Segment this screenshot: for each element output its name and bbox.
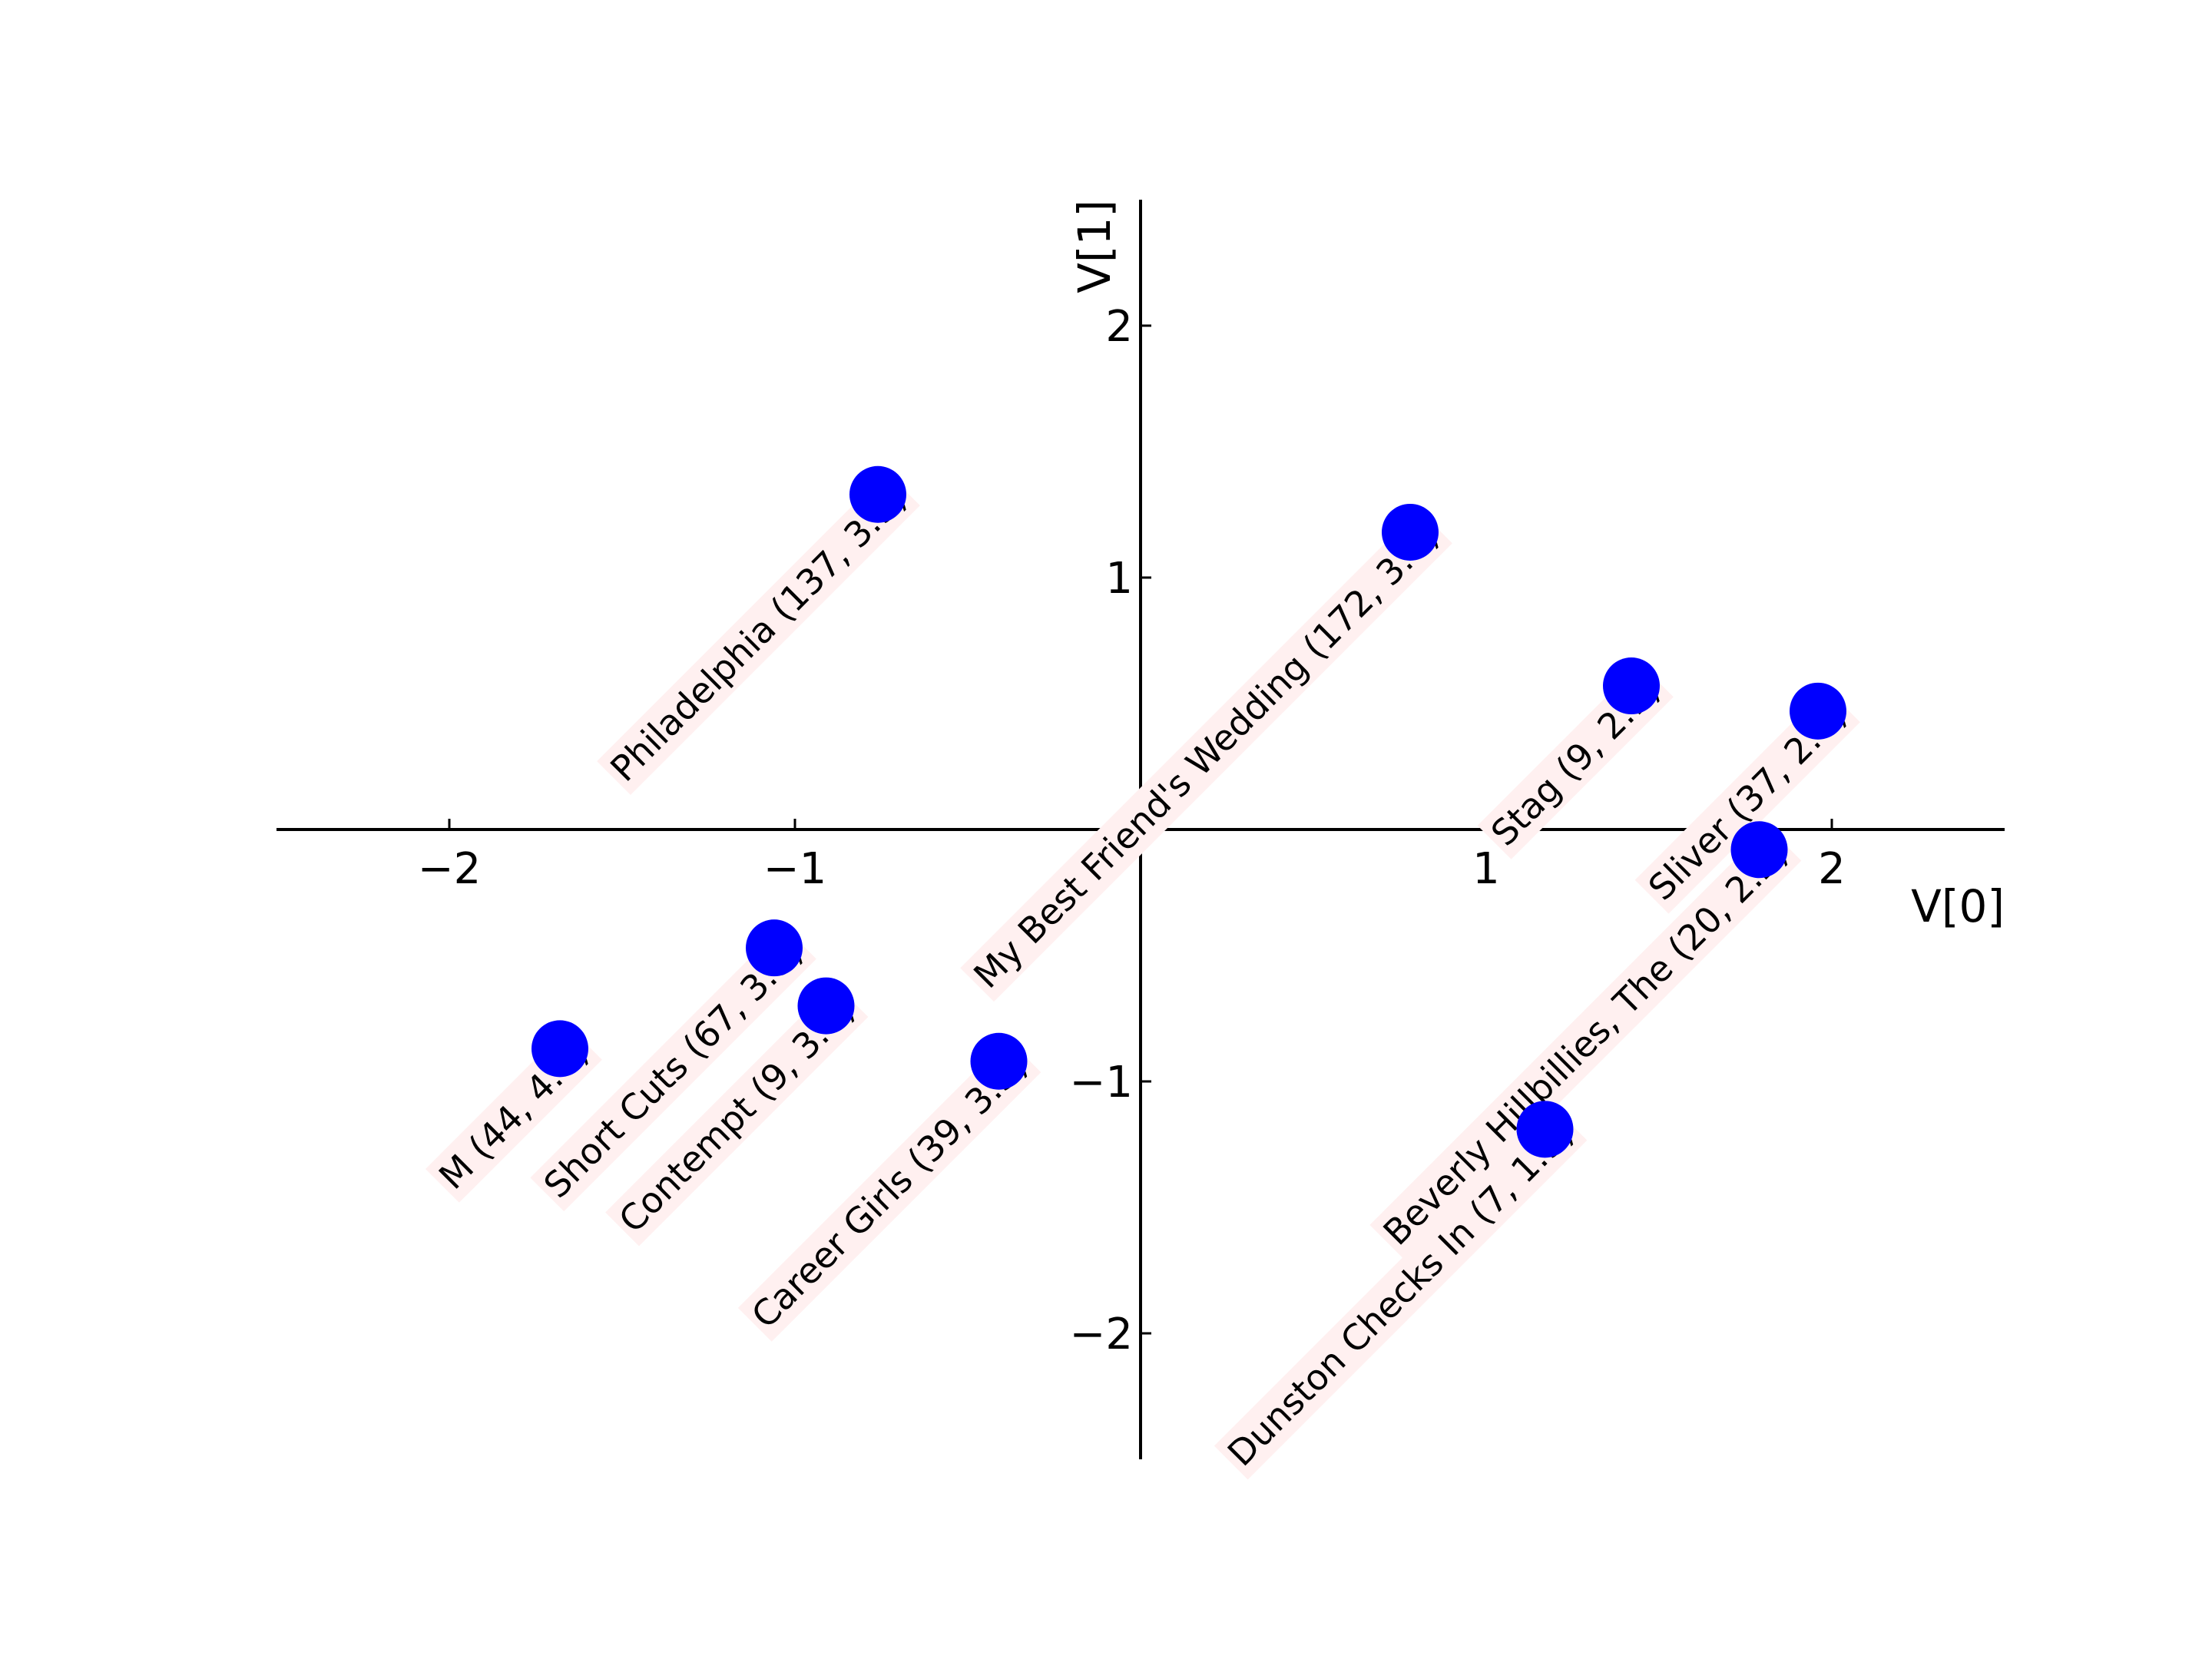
y-axis-title: V[1] (1068, 200, 1121, 293)
point-label: Beverly Hillbillies, The (20, 2.2) (1375, 833, 1796, 1253)
point-label-background (1214, 1106, 1588, 1480)
data-point (746, 919, 803, 977)
data-point (1790, 682, 1846, 740)
point-label-background (597, 472, 920, 795)
point-label-group: Dunston Checks In (7, 1.9) (1214, 1106, 1588, 1480)
y-tick-label: −1 (1069, 1058, 1133, 1108)
point-label-group: My Best Friend's Wedding (172, 3.4) (960, 509, 1452, 1002)
data-point (531, 1020, 588, 1078)
y-tick-label: 1 (1105, 554, 1133, 604)
point-label: Dunston Checks In (7, 1.9) (1220, 1112, 1581, 1474)
axes: −2 −1 1 2 −2 −1 1 2 V[0] V[1] (276, 200, 2005, 1459)
data-point (849, 465, 906, 523)
y-ticks: −2 −1 1 2 (1069, 302, 1151, 1359)
x-tick-label: 2 (1818, 844, 1846, 894)
x-tick-label: −2 (418, 844, 482, 894)
point-label-background (1634, 688, 1860, 914)
point-label-background (605, 983, 869, 1247)
data-point (1516, 1101, 1574, 1158)
data-point (970, 1032, 1028, 1090)
data-points (531, 465, 1846, 1158)
x-axis-title: V[0] (1911, 880, 2005, 932)
y-tick-label: −2 (1069, 1310, 1133, 1359)
point-label: My Best Friend's Wedding (172, 3.4) (965, 515, 1447, 997)
data-point (1603, 657, 1660, 715)
x-tick-label: −1 (763, 844, 827, 894)
data-point (1382, 503, 1439, 561)
point-label-background (1369, 826, 1802, 1259)
point-label-background (737, 1038, 1041, 1342)
point-label: Philadelphia (137, 3.9) (602, 477, 915, 790)
point-label-background (960, 509, 1452, 1002)
data-point (1730, 821, 1788, 879)
point-labels: Philadelphia (137, 3.9) My Best Friend's … (425, 472, 1860, 1480)
data-point (797, 977, 855, 1035)
point-label-group: Beverly Hillbillies, The (20, 2.2) (1369, 826, 1802, 1259)
point-label-background (530, 925, 816, 1212)
y-tick-label: 2 (1105, 302, 1133, 352)
x-ticks: −2 −1 1 2 (418, 819, 1846, 894)
x-tick-label: 1 (1472, 844, 1500, 894)
